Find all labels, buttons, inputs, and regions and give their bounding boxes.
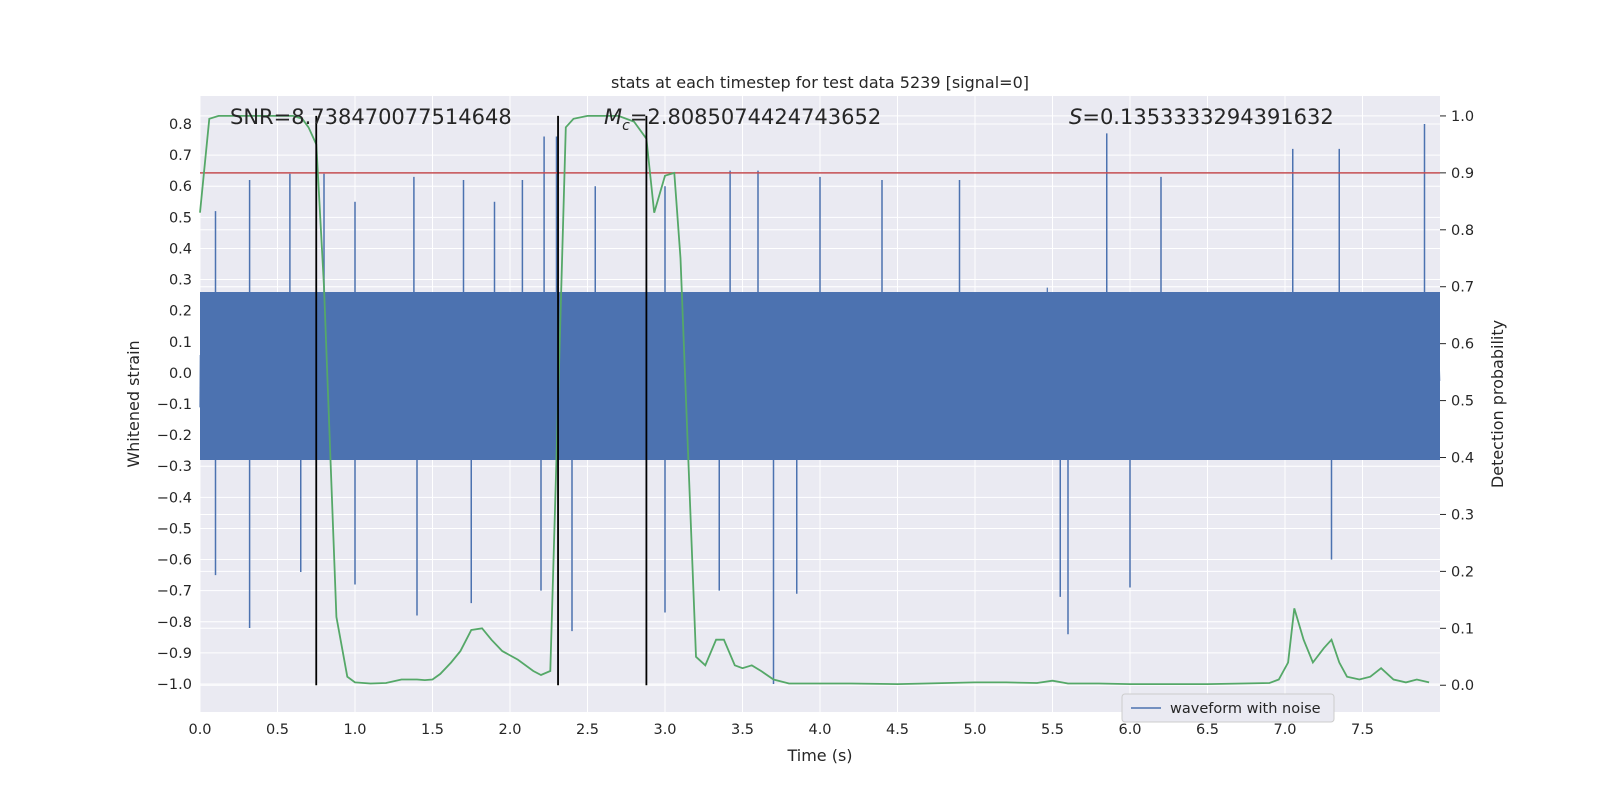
x-tick-label: 5.5 [1041, 722, 1064, 738]
y-right-tick-label: 0.5 [1451, 394, 1474, 410]
y-tick-label: 0.8 [169, 117, 192, 133]
x-tick-label: 7.5 [1351, 722, 1374, 738]
y-tick-label: −1.0 [157, 677, 192, 693]
x-tick-label: 4.0 [808, 722, 831, 738]
y-tick-label: 0.2 [169, 304, 192, 320]
legend-entry: waveform with noise [1170, 701, 1321, 717]
x-tick-label: 2.0 [498, 722, 521, 738]
x-tick-label: 2.5 [576, 722, 599, 738]
y-tick-label: −0.2 [157, 428, 192, 444]
y-right-tick-label: 0.6 [1451, 337, 1474, 353]
y-axis-label-left: Whitened strain [124, 340, 143, 467]
x-tick-label: 5.0 [963, 722, 986, 738]
y-tick-label: 0.0 [169, 366, 192, 382]
overlay [199, 115, 1440, 686]
y-right-tick-label: 0.7 [1451, 280, 1474, 296]
y-tick-label: −0.9 [157, 646, 192, 662]
y-right-tick-label: 0.2 [1451, 564, 1474, 580]
y-tick-label: −0.5 [157, 521, 192, 537]
y-right-tick-label: 0.9 [1451, 166, 1474, 182]
waveform-dense-band [200, 292, 1440, 460]
x-tick-label: 6.0 [1118, 722, 1141, 738]
x-tick-label: 4.5 [886, 722, 909, 738]
x-tick-label: 0.5 [266, 722, 289, 738]
y-tick-label: 0.4 [169, 241, 192, 257]
x-tick-label: 6.5 [1196, 722, 1219, 738]
legend-box [1121, 693, 1335, 723]
x-tick-label: 1.5 [421, 722, 444, 738]
y-tick-label: −0.8 [157, 615, 192, 631]
chart-title: stats at each timestep for test data 523… [611, 73, 1029, 92]
y-tick-label: −0.7 [157, 584, 192, 600]
x-tick-label: 1.0 [343, 722, 366, 738]
x-tick-label: 3.5 [731, 722, 754, 738]
y-right-tick-label: 1.0 [1451, 109, 1474, 125]
y-tick-label: 0.5 [169, 210, 192, 226]
ticks: 0.0 0.5 1.0 1.5 2.0 2.5 3.0 3.5 4.0 4.5 5.0 5.5 6.0 6… [157, 109, 1474, 738]
y-tick-label: 0.6 [169, 179, 192, 195]
y-tick-label: −0.6 [157, 553, 192, 569]
y-tick-label: 0.7 [169, 148, 192, 164]
x-tick-label: 3.0 [653, 722, 676, 738]
y-right-tick-label: 0.1 [1451, 621, 1474, 637]
y-right-tick-label: 0.3 [1451, 507, 1474, 523]
snr-annotation: SNR=8.738470077514648 [230, 105, 512, 129]
waveform-series [199, 124, 1441, 684]
y-tick-label: −0.1 [157, 397, 192, 413]
y-tick-label: −0.4 [157, 490, 192, 506]
chirp-mass-annotation: Mc=2.8085074424743652 [604, 105, 881, 134]
x-tick-label: 0.0 [188, 722, 211, 738]
y-right-tick-label: 0.0 [1451, 678, 1474, 694]
y-right-tick-label: 0.4 [1451, 451, 1474, 467]
y-tick-label: 0.1 [169, 335, 192, 351]
y-tick-label: 0.3 [169, 273, 192, 289]
legend: waveform with noise [1121, 693, 1335, 723]
x-axis-label: Time (s) [786, 746, 852, 765]
y-tick-label: −0.3 [157, 459, 192, 475]
s-annotation: S=0.1353333294391632 [1069, 105, 1334, 129]
probability-line [199, 115, 1430, 686]
x-tick-label: 7.0 [1273, 722, 1296, 738]
y-axis-label-right: Detection probability [1488, 320, 1507, 488]
y-right-tick-label: 0.8 [1451, 223, 1474, 239]
